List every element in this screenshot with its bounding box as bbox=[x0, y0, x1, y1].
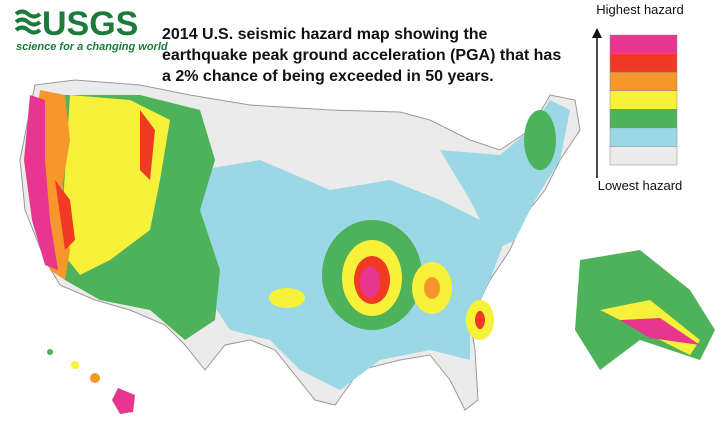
legend-swatch bbox=[609, 109, 678, 129]
title: 2014 U.S. seismic hazard map showing the… bbox=[162, 26, 562, 85]
zone-highest bbox=[24, 95, 58, 270]
legend-swatch bbox=[609, 90, 678, 110]
zone-very-high bbox=[55, 110, 155, 250]
zone-highest bbox=[360, 266, 380, 298]
legend-swatch bbox=[609, 146, 678, 166]
legend-swatch bbox=[609, 127, 678, 147]
logo-tagline: science for a changing world bbox=[16, 41, 168, 53]
legend-low: Lowest hazard bbox=[598, 178, 683, 193]
logo-mark bbox=[14, 9, 42, 35]
legend: Highest hazard Lowest hazard bbox=[592, 2, 684, 193]
us-map bbox=[19, 79, 581, 411]
zone-highest bbox=[620, 318, 700, 345]
zone-elevated bbox=[269, 288, 305, 308]
legend-swatch bbox=[609, 53, 678, 73]
logo-name: USGS bbox=[42, 5, 138, 43]
island bbox=[112, 388, 135, 414]
legend-arrowhead bbox=[592, 28, 602, 38]
island bbox=[71, 361, 79, 369]
island bbox=[90, 373, 100, 383]
logo: USGS science for a changing world bbox=[14, 5, 168, 53]
zone-very-high bbox=[475, 311, 485, 329]
alaska bbox=[575, 250, 715, 370]
legend-swatch bbox=[609, 34, 678, 54]
legend-swatch bbox=[609, 71, 678, 91]
island bbox=[47, 349, 53, 355]
legend-high: Highest hazard bbox=[596, 2, 683, 17]
hawaii bbox=[47, 349, 135, 414]
zone-moderate bbox=[524, 110, 556, 170]
zone-high bbox=[424, 277, 440, 299]
